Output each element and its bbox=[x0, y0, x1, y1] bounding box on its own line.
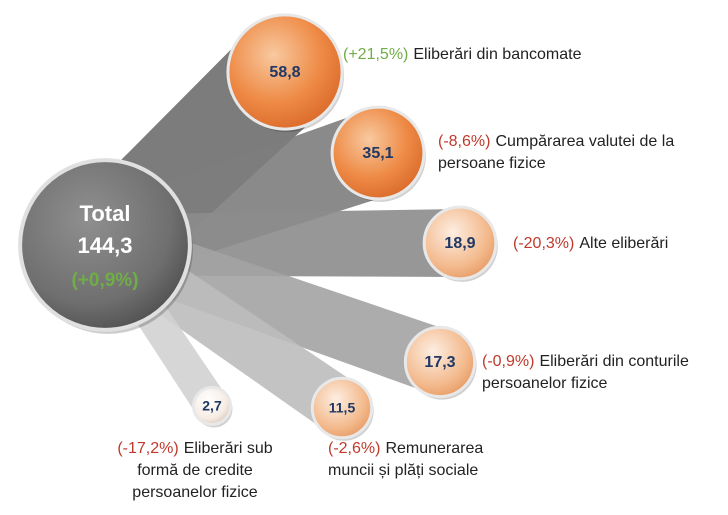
total-label: Total bbox=[80, 201, 131, 226]
category-label: Eliberări din bancomate bbox=[413, 46, 582, 63]
bubble bbox=[226, 13, 344, 131]
bubble-label: (-8,6%) Cumpărarea valutei de la persoane… bbox=[438, 131, 703, 175]
change-label: (-2,6%) bbox=[328, 440, 381, 457]
change-label: (-20,3%) bbox=[513, 235, 575, 252]
bubble-value: 58,8 bbox=[269, 64, 300, 81]
bubble-value: 18,9 bbox=[444, 235, 475, 252]
bubble-value: 11,5 bbox=[329, 400, 356, 416]
total-bubble bbox=[18, 158, 192, 332]
change-label: (-0,9%) bbox=[482, 353, 535, 370]
category-label: Remunerarea muncii și plăți sociale bbox=[328, 440, 484, 479]
category-label: Cumpărarea valutei de la persoane fizice bbox=[438, 133, 675, 172]
total-change: (+0,9%) bbox=[71, 270, 138, 291]
change-label: (-17,2%) bbox=[117, 440, 179, 457]
bubble bbox=[310, 376, 374, 440]
bubble-value: 2,7 bbox=[202, 398, 222, 414]
bubble bbox=[191, 385, 233, 427]
bubble-label: (-0,9%) Eliberări din conturile persoanel… bbox=[482, 351, 727, 395]
bubble-label: (-2,6%) Remunerarea muncii și plăți socia… bbox=[328, 438, 528, 482]
bubble-value: 17,3 bbox=[424, 354, 455, 371]
bubble-label: (+21,5%) Eliberări din bancomate bbox=[343, 44, 723, 66]
bubble bbox=[403, 325, 477, 399]
bubble-label: (-17,2%) Eliberări sub formă de credite p… bbox=[95, 438, 295, 504]
category-label: Alte eliberări bbox=[579, 235, 669, 252]
total-value: 144,3 bbox=[77, 233, 132, 258]
bubble-value: 35,1 bbox=[362, 145, 393, 162]
category-label: Eliberări sub formă de credite persoanel… bbox=[132, 440, 273, 501]
bubble bbox=[422, 205, 498, 281]
bubble-label: (-20,3%) Alte eliberări bbox=[513, 233, 723, 255]
change-label: (+21,5%) bbox=[343, 46, 409, 63]
bubble bbox=[330, 105, 426, 201]
change-label: (-8,6%) bbox=[438, 133, 491, 150]
category-label: Eliberări din conturile persoanelor fizi… bbox=[482, 353, 689, 392]
